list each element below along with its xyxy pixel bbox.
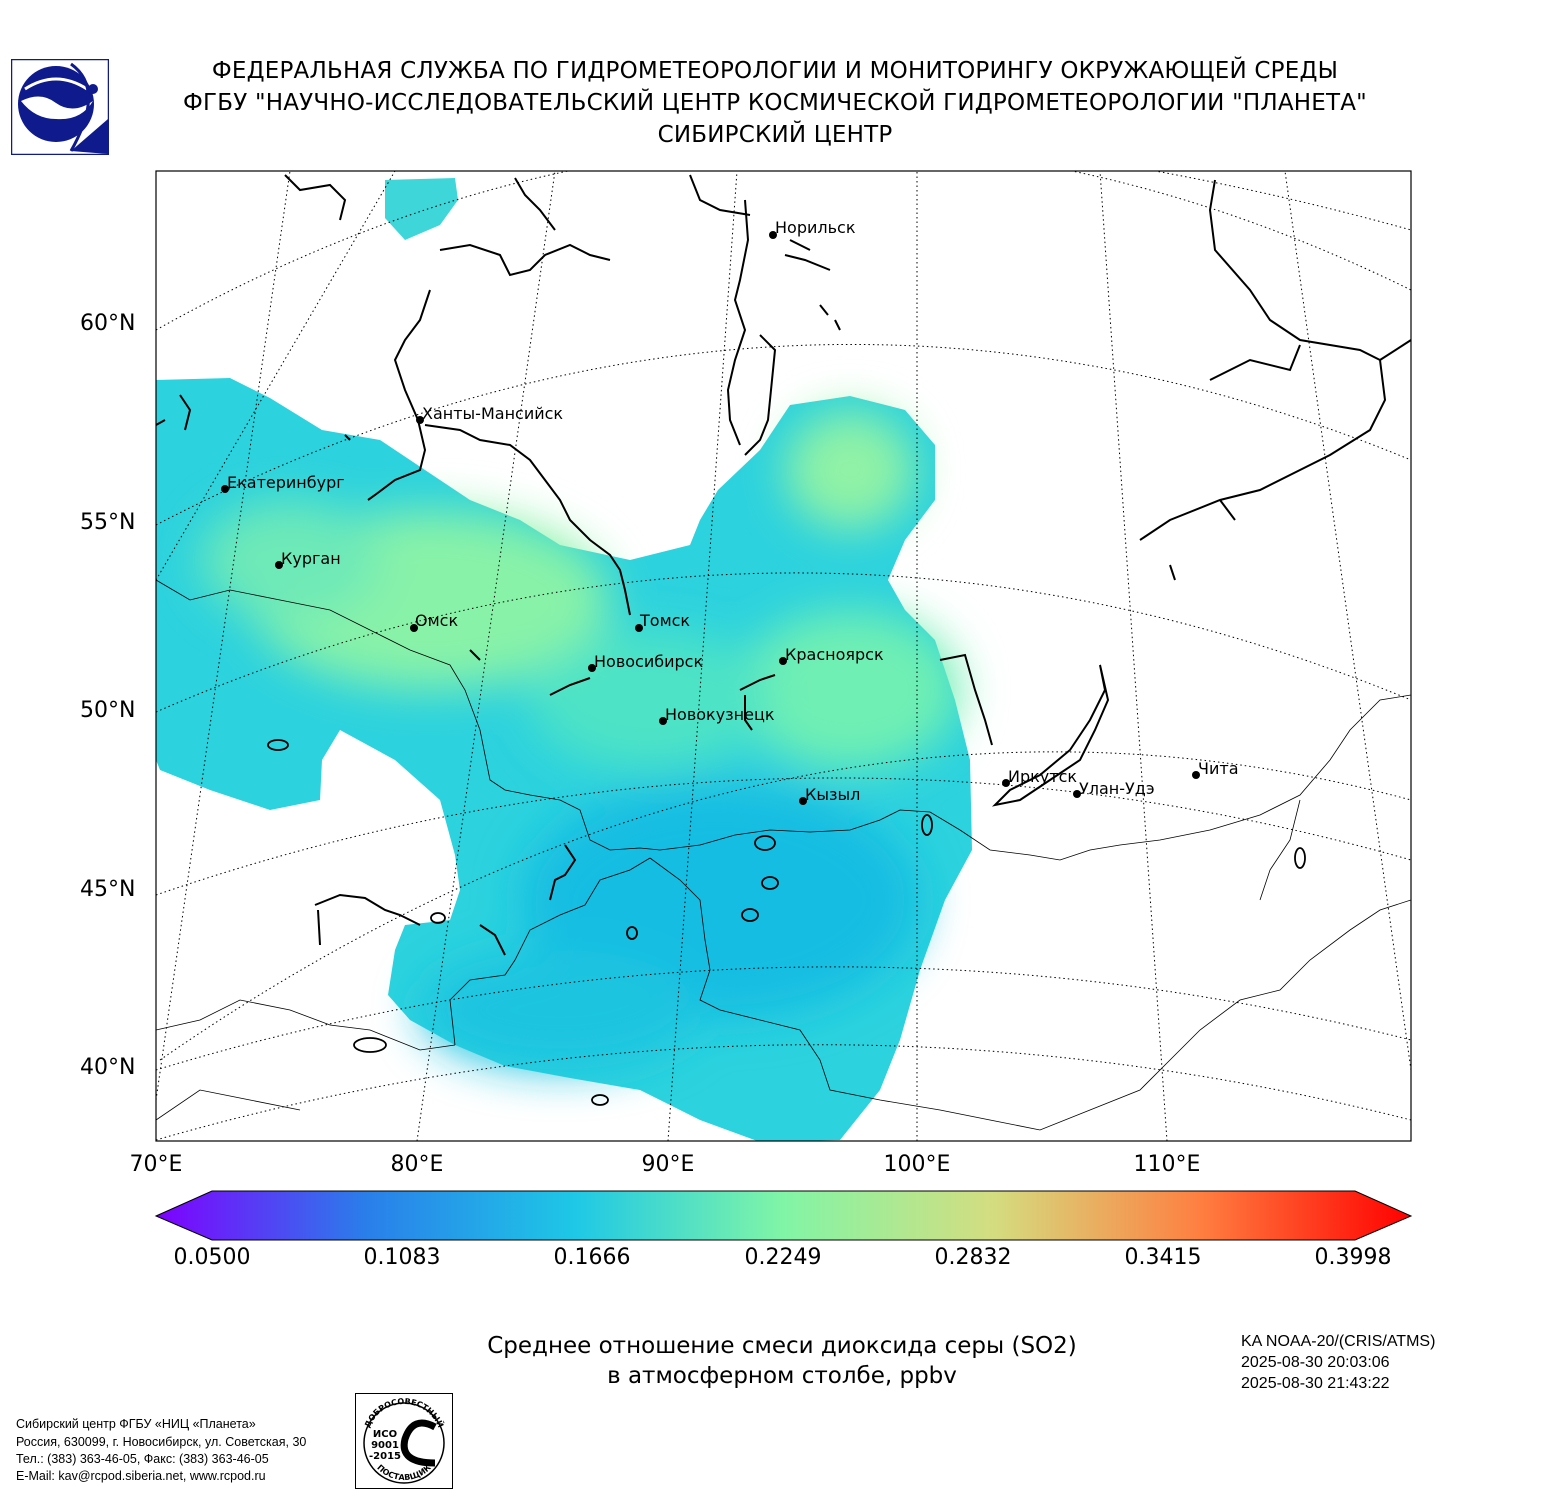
header-title-line3: СИБИРСКИЙ ЦЕНТР <box>657 122 893 148</box>
colorbar-tick: 0.3415 <box>1124 1245 1202 1270</box>
city-label-kurgan: Курган <box>281 549 341 568</box>
colorbar-bar <box>154 1190 1413 1241</box>
satellite-time-end: 2025-08-30 21:43:22 <box>1241 1375 1390 1392</box>
lon-label-90: 90°E <box>641 1152 695 1177</box>
city-marker-novosibirsk <box>588 664 596 672</box>
lon-label-70: 70°E <box>129 1152 183 1177</box>
city-marker-irkutsk <box>1002 779 1010 787</box>
city-marker-yekaterinburg <box>221 485 229 493</box>
iso-stamp-center-text: ИСО 9001 -2015 <box>369 1429 401 1462</box>
map-caption-line2: в атмосферном столбе, ppbv <box>607 1363 957 1389</box>
city-marker-omsk <box>410 624 418 632</box>
planeta-logo-icon <box>11 59 109 155</box>
map-caption-line1: Среднее отношение смеси диоксида серы (S… <box>487 1333 1077 1359</box>
footer-phone: Тел.: (383) 363-46-05, Факс: (383) 363-4… <box>16 1452 269 1466</box>
lat-label-60: 60°N <box>80 311 136 336</box>
footer-contacts: E-Mail: kav@rcpod.siberia.net, www.rcpod… <box>16 1469 266 1483</box>
city-label-novosibirsk: Новосибирск <box>594 652 704 671</box>
graticule <box>156 171 1411 1141</box>
footer-org: Сибирский центр ФГБУ «НИЦ «Планета» <box>16 1417 256 1431</box>
colorbar-tick: 0.1666 <box>553 1245 631 1270</box>
colorbar-tick: 0.2832 <box>934 1245 1012 1270</box>
colorbar-tick: 0.2249 <box>744 1245 822 1270</box>
rivers-coastlines <box>156 174 1411 956</box>
lon-label-100: 100°E <box>883 1152 951 1177</box>
city-label-omsk: Омск <box>415 611 459 630</box>
city-marker-novokuznetsk <box>659 717 667 725</box>
city-label-khanty-mansiysk: Ханты-Мансийск <box>422 404 564 423</box>
city-label-irkutsk: Иркутск <box>1008 767 1078 786</box>
lat-label-40: 40°N <box>80 1055 136 1080</box>
city-marker-ulan-ude <box>1073 790 1081 798</box>
city-label-kyzyl: Кызыл <box>805 785 861 804</box>
header-title-line1: ФЕДЕРАЛЬНАЯ СЛУЖБА ПО ГИДРОМЕТЕОРОЛОГИИ … <box>211 58 1339 84</box>
satellite-name: KA NOAA-20/(CRIS/ATMS) <box>1241 1333 1436 1350</box>
header-title-line2: ФГБУ "НАУЧНО-ИССЛЕДОВАТЕЛЬСКИЙ ЦЕНТР КОС… <box>183 90 1367 116</box>
city-label-tomsk: Томск <box>640 611 691 630</box>
city-label-yekaterinburg: Екатеринбург <box>227 473 345 492</box>
colorbar-tick: 0.3998 <box>1314 1245 1392 1270</box>
lat-label-50: 50°N <box>80 698 136 723</box>
city-label-norilsk: Норильск <box>775 218 856 237</box>
city-label-novokuznetsk: Новокузнецк <box>665 705 775 724</box>
lakes <box>267 739 1306 1106</box>
lat-label-55: 55°N <box>80 510 136 535</box>
city-marker-tomsk <box>635 624 643 632</box>
city-marker-kurgan <box>275 561 283 569</box>
city-markers <box>221 231 1200 805</box>
iso-stamp-icon: ДОБРОСОВЕСТНЫЙ ПОСТАВЩИК ИСО 9001 -2015 <box>355 1393 453 1489</box>
city-marker-krasnoyarsk <box>779 657 787 665</box>
city-label-krasnoyarsk: Красноярск <box>785 645 884 664</box>
city-marker-kyzyl <box>799 797 807 805</box>
city-label-ulan-ude: Улан-Удэ <box>1079 779 1155 798</box>
satellite-time-start: 2025-08-30 20:03:06 <box>1241 1354 1390 1371</box>
lat-label-45: 45°N <box>80 877 136 902</box>
so2-field <box>156 178 972 1141</box>
colorbar <box>154 1190 1413 1241</box>
lon-label-110: 110°E <box>1133 1152 1201 1177</box>
country-borders <box>156 579 1411 1131</box>
city-marker-norilsk <box>769 231 777 239</box>
city-marker-khanty-mansiysk <box>416 416 424 424</box>
colorbar-tick: 0.0500 <box>173 1245 251 1270</box>
city-marker-chita <box>1192 771 1200 779</box>
footer-address: Россия, 630099, г. Новосибирск, ул. Сове… <box>16 1435 307 1449</box>
map-frame <box>155 170 1412 1142</box>
lon-label-80: 80°E <box>390 1152 444 1177</box>
colorbar-tick: 0.1083 <box>363 1245 441 1270</box>
city-label-chita: Чита <box>1198 759 1239 778</box>
